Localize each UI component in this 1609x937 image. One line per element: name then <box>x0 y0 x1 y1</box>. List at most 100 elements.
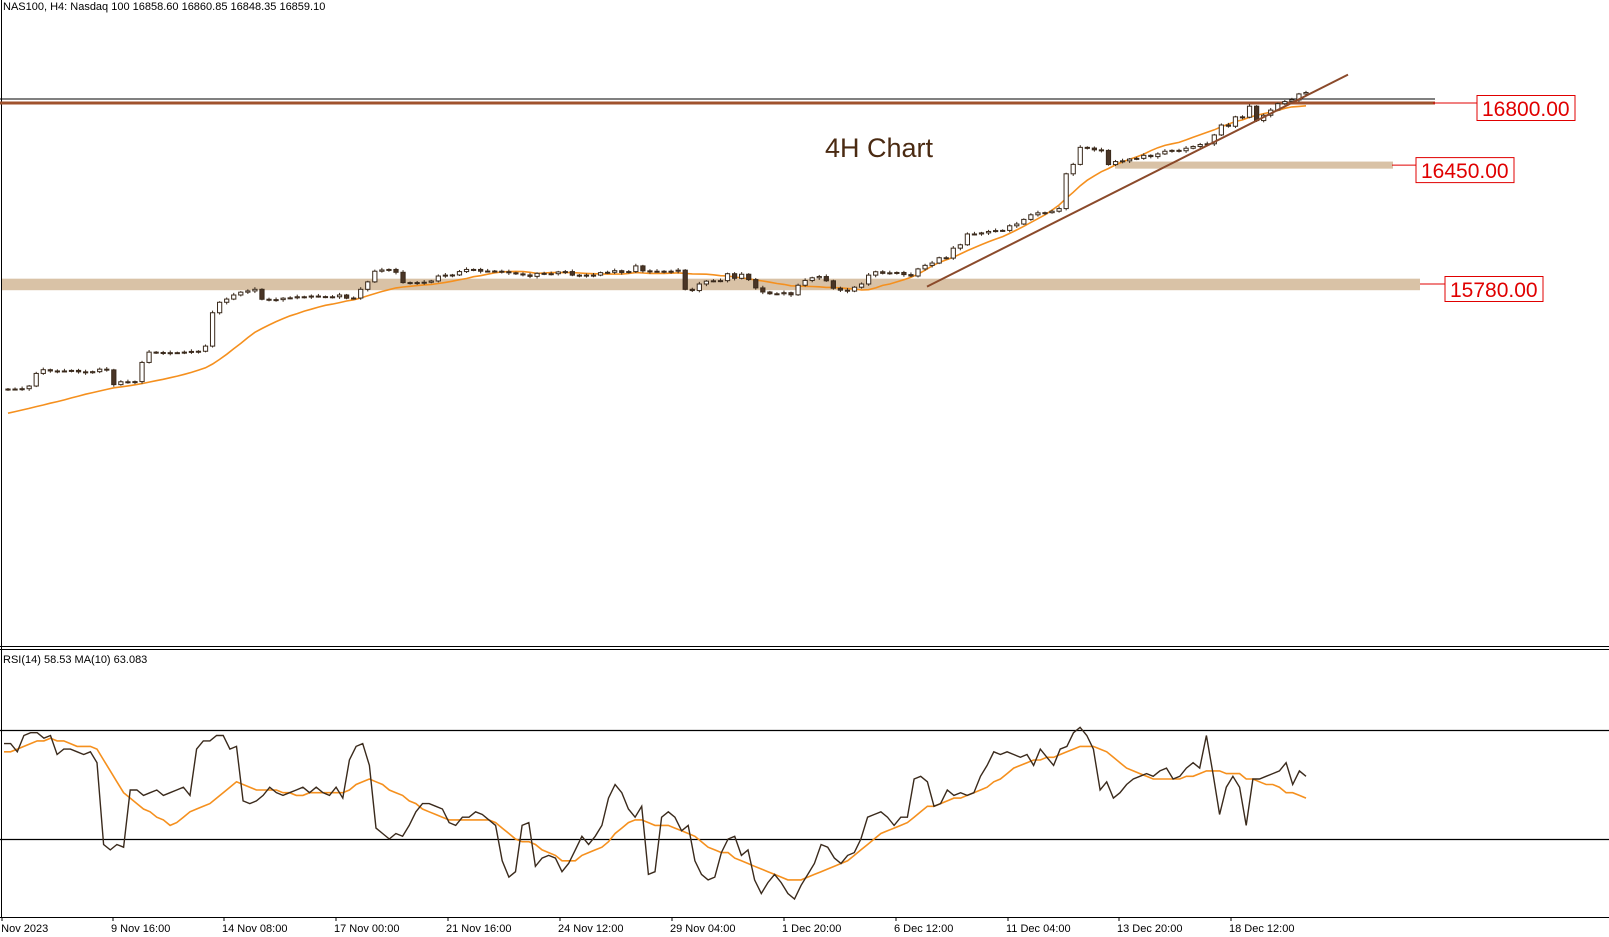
candle-body <box>858 283 865 288</box>
candle-body <box>209 312 216 347</box>
candle-body <box>908 274 914 277</box>
ascending-trendline[interactable] <box>926 73 1349 288</box>
candle-body <box>880 271 886 274</box>
candle-body <box>548 273 554 276</box>
candle-body <box>654 270 660 273</box>
x-tick-label: 17 Nov 00:00 <box>334 923 399 935</box>
candle-body <box>365 281 371 290</box>
candle-body <box>1197 144 1203 147</box>
candle-body <box>1084 146 1090 149</box>
candle-body <box>823 276 829 282</box>
candle-body <box>195 350 202 353</box>
chart-title-annotation: 4H Chart <box>825 133 934 163</box>
candle-body <box>802 279 808 286</box>
x-tick-label: 6 Dec 12:00 <box>894 923 953 935</box>
candle-body <box>1042 212 1048 215</box>
candle-body <box>1007 225 1013 231</box>
candle-body <box>873 271 879 276</box>
candle-body <box>75 369 82 373</box>
candle-body <box>971 233 978 236</box>
candle-body <box>774 293 780 296</box>
candle-body <box>499 270 505 273</box>
candle-body <box>449 274 456 277</box>
candle-body <box>139 361 145 383</box>
candle-body <box>689 288 695 292</box>
candle-body <box>1049 210 1055 214</box>
candle-body <box>1211 134 1217 145</box>
level-label: 15780.00 <box>1450 279 1538 302</box>
candle-body <box>513 272 519 275</box>
candle-body <box>12 388 18 391</box>
candle-body <box>541 272 547 275</box>
candle-body <box>753 279 759 289</box>
candle-body <box>866 274 872 285</box>
candle-body <box>19 388 25 391</box>
candle-body <box>1155 153 1161 158</box>
candle-body <box>315 295 322 298</box>
candle-body <box>470 268 477 271</box>
candle-body <box>485 270 491 273</box>
symbol-info: NAS100, H4: Nasdaq 100 16858.60 16860.85… <box>3 1 325 13</box>
candle-body <box>1028 214 1034 220</box>
candle-body <box>647 270 653 273</box>
candle-body <box>985 230 992 234</box>
candle-body <box>414 282 420 285</box>
candle-body <box>202 345 209 352</box>
candle-body <box>682 269 688 290</box>
candle-body <box>82 371 89 374</box>
candle-body <box>1056 208 1062 212</box>
level-label: 16450.00 <box>1421 160 1509 183</box>
candle-body <box>308 295 314 298</box>
x-tick-label: 13 Dec 20:00 <box>1117 923 1182 935</box>
candle-body <box>224 298 230 303</box>
candle-body <box>1162 150 1168 155</box>
candle-body <box>421 281 427 284</box>
price-levels: 16800.00 16450.00 15780.00 <box>0 95 1576 302</box>
candle-body <box>90 371 96 374</box>
candle-body <box>915 268 921 277</box>
x-tick-label: 14 Nov 08:00 <box>222 923 287 935</box>
candle-body <box>717 280 724 283</box>
candle-body <box>555 271 561 275</box>
candle-body <box>703 280 709 285</box>
candle-body <box>844 289 851 292</box>
x-tick-label: 21 Nov 16:00 <box>446 923 511 935</box>
candle-body <box>40 369 46 374</box>
candle-body <box>5 388 11 391</box>
candle-body <box>520 273 526 276</box>
candle-body <box>1127 158 1133 162</box>
moving-average-line <box>7 105 1307 414</box>
candle-body <box>569 271 575 276</box>
candle-body <box>1239 116 1246 119</box>
x-tick-label: 7 Nov 2023 <box>0 923 48 935</box>
candle-body <box>922 264 928 270</box>
candle-body <box>329 296 336 299</box>
candle-body <box>1000 229 1006 232</box>
candle-body <box>456 271 463 276</box>
candle-body <box>633 265 639 273</box>
candle-body <box>1282 101 1288 105</box>
candle-body <box>379 269 385 272</box>
candle-body <box>992 230 999 233</box>
candle-body <box>675 269 681 272</box>
candle-body <box>506 271 512 274</box>
candle-body <box>950 247 956 259</box>
candle-body <box>534 272 540 277</box>
candle-body <box>386 268 392 271</box>
candle-body <box>1190 145 1196 149</box>
candle-body <box>767 291 773 295</box>
candle-body <box>1134 157 1140 160</box>
x-tick-label: 24 Nov 12:00 <box>558 923 623 935</box>
candle-body <box>26 385 32 390</box>
candle-body <box>322 296 329 299</box>
candle-body <box>1035 212 1041 216</box>
candle-body <box>562 271 568 274</box>
candle-body <box>943 257 949 260</box>
candle-body <box>1148 154 1154 158</box>
candle-body <box>478 268 484 272</box>
candle-body <box>245 290 251 293</box>
candle-body <box>181 351 187 354</box>
candle-body <box>217 301 223 314</box>
candle-body <box>1246 105 1253 118</box>
